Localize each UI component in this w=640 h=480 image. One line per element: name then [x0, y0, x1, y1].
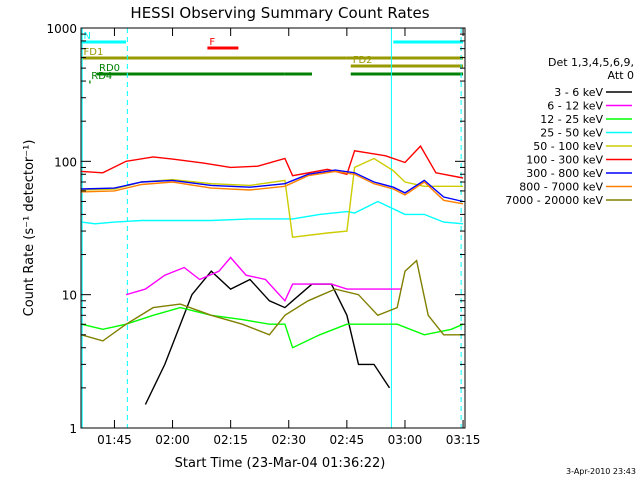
plot-frame [80, 27, 466, 429]
chart-title: HESSI Observing Summary Count Rates [130, 4, 429, 22]
series-line-300-800-kev [81, 169, 464, 203]
x-axis: 01:45 02:00 02:15 02:30 02:45 03:00 03:15 [97, 28, 480, 447]
x-tick-label: 01:45 [97, 433, 132, 447]
vertical-markers [81, 28, 462, 428]
legend-entry-label: 3 - 6 keV [554, 86, 603, 99]
legend-entry-label: 12 - 25 keV [540, 113, 603, 126]
y-tick-label: 1000 [46, 22, 77, 36]
flag-bar-label: N [84, 31, 91, 42]
x-tick-label: 02:15 [213, 433, 248, 447]
flag-bar-label: FD1 [84, 47, 104, 58]
series-line-3-6-kev [144, 270, 391, 405]
legend-entry-label: 800 - 7000 keV [519, 181, 603, 194]
legend-header: Att 0 [608, 69, 634, 82]
series-line-50-100-kev [81, 157, 464, 238]
legend-entry-label: 7000 - 20000 keV [505, 194, 603, 207]
y-tick-label: 1 [69, 422, 77, 436]
series-line-25-50-kev [81, 200, 464, 225]
x-tick-label: 03:00 [388, 433, 423, 447]
legend-entry-label: 25 - 50 keV [540, 127, 603, 140]
series-lines [81, 144, 464, 405]
legend-entry-label: 100 - 300 keV [526, 154, 603, 167]
flag-bar-label: F [209, 37, 215, 48]
series-line-7000-20000-kev [81, 259, 464, 342]
y-tick-label: 10 [62, 289, 77, 303]
legend-entry-label: 6 - 12 keV [547, 100, 603, 113]
series-line-100-300-kev [81, 144, 464, 179]
timestamp: 3-Apr-2010 23:43 [566, 467, 636, 476]
y-axis-label: Count Rate (s⁻¹ detector⁻¹) [22, 140, 37, 317]
x-tick-label: 02:45 [330, 433, 365, 447]
legend-header: Det 1,3,4,5,6,9, [548, 56, 634, 69]
y-tick-label: 100 [54, 155, 77, 169]
flag-bar-label: RD4 [91, 71, 112, 82]
flag-bar-label: RD0 [99, 63, 120, 74]
legend-entry-label: 300 - 800 keV [526, 167, 603, 180]
x-tick-label: 02:30 [271, 433, 306, 447]
x-tick-label: 02:00 [155, 433, 190, 447]
x-axis-label: Start Time (23-Mar-04 01:36:22) [175, 456, 386, 471]
series-line-6-12-kev [125, 256, 402, 303]
legend-entry-label: 50 - 100 keV [533, 140, 603, 153]
flag-bar-label: FD2 [353, 55, 373, 66]
series-line-12-25-kev [81, 306, 464, 349]
y-axis: 1 10 100 1000 [46, 22, 465, 436]
x-tick-label: 03:15 [446, 433, 481, 447]
series-line-800-7000-kev [81, 170, 464, 205]
